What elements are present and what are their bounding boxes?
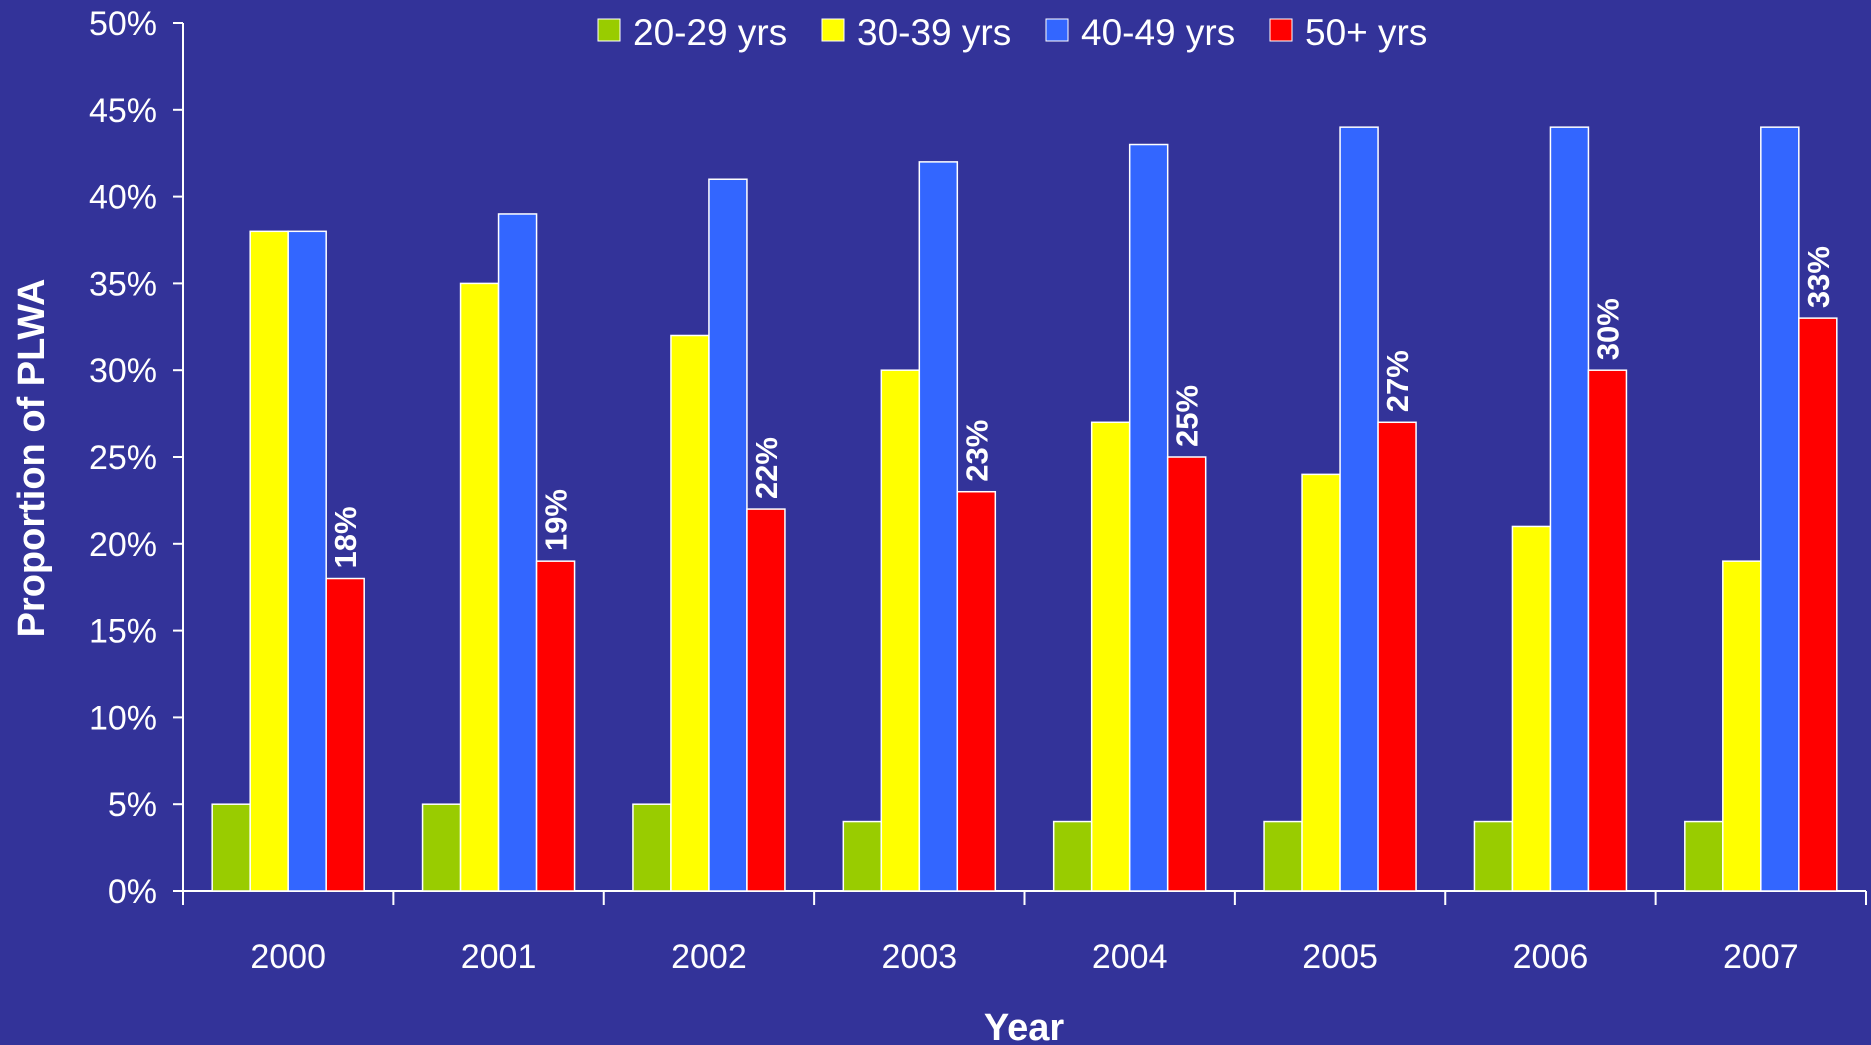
legend-swatch	[821, 18, 845, 42]
y-tick-label: 25%	[89, 439, 157, 477]
y-tick-label: 40%	[89, 179, 157, 217]
y-tick-label: 10%	[89, 699, 157, 737]
bar	[1339, 126, 1379, 892]
bar	[670, 334, 710, 892]
y-tick-label: 15%	[89, 613, 157, 651]
bar	[1684, 820, 1724, 892]
bar	[1798, 317, 1838, 892]
legend-swatch	[1045, 18, 1069, 42]
y-tick-label: 5%	[108, 786, 157, 824]
bar	[1301, 473, 1341, 892]
bar	[535, 560, 576, 892]
data-label: 23%	[959, 420, 994, 482]
bar	[249, 230, 289, 892]
bar	[632, 803, 672, 892]
y-tick-label: 0%	[108, 873, 157, 911]
bar	[1473, 820, 1514, 892]
bar	[708, 178, 748, 892]
x-tick-label: 2002	[671, 938, 747, 976]
bar	[459, 282, 500, 892]
bar	[1377, 421, 1417, 892]
legend-swatch	[597, 18, 621, 42]
data-label: 27%	[1380, 350, 1415, 412]
data-label: 22%	[749, 437, 784, 499]
y-axis-title: Proportion of PLWA	[11, 279, 53, 638]
x-axis-title: Year	[984, 1007, 1065, 1045]
bar	[1511, 525, 1552, 892]
bar	[918, 161, 959, 892]
bar	[1760, 126, 1800, 892]
legend-swatch	[1269, 18, 1293, 42]
y-tick-label: 50%	[89, 5, 157, 43]
bar	[746, 508, 786, 892]
data-label: 18%	[328, 506, 363, 568]
data-label: 30%	[1590, 298, 1625, 360]
bar	[1090, 421, 1131, 892]
y-tick-label: 35%	[89, 265, 157, 303]
legend-label: 20-29 yrs	[633, 12, 787, 53]
data-label: 25%	[1170, 385, 1205, 447]
legend-label: 40-49 yrs	[1081, 12, 1235, 53]
data-labels: 18% 19% 22% 23% 25% 27% 30% 33%	[328, 246, 1836, 568]
x-tick-label: 2007	[1723, 938, 1799, 976]
legend-label: 30-39 yrs	[857, 12, 1011, 53]
bars	[211, 126, 1838, 892]
legend-label: 50+ yrs	[1305, 12, 1427, 53]
bar	[211, 803, 251, 892]
bar	[1263, 820, 1303, 892]
y-tick-label: 30%	[89, 352, 157, 390]
bar	[880, 369, 921, 892]
x-tick-label: 2000	[250, 938, 326, 976]
x-tick-label: 2005	[1302, 938, 1378, 976]
y-tick-label: 45%	[89, 92, 157, 130]
bar	[497, 213, 538, 892]
bar	[325, 577, 365, 892]
x-tick-label: 2006	[1513, 938, 1589, 976]
bar	[1722, 560, 1762, 892]
legend: 20-29 yrs 30-39 yrs 40-49 yrs 50+ yrs	[597, 12, 1427, 53]
bar	[1128, 143, 1169, 892]
x-tick-label: 2001	[461, 938, 537, 976]
bar	[1052, 820, 1093, 892]
x-tick-label: 2003	[881, 938, 957, 976]
data-label: 19%	[539, 489, 574, 551]
bar	[421, 803, 462, 892]
bar	[287, 230, 327, 892]
bar	[956, 490, 997, 892]
bar	[1587, 369, 1628, 892]
bar	[1166, 456, 1207, 892]
data-label: 33%	[1801, 246, 1836, 308]
x-axis: 2000 2001 2002 2003 2004 2005 2006 2007	[182, 890, 1867, 976]
bar	[842, 820, 883, 892]
y-tick-label: 20%	[89, 526, 157, 564]
x-tick-label: 2004	[1092, 938, 1168, 976]
y-axis: 0% 5% 10% 15% 20% 25% 30% 35% 40% 45% 50%	[89, 5, 184, 911]
bar	[1549, 126, 1590, 892]
